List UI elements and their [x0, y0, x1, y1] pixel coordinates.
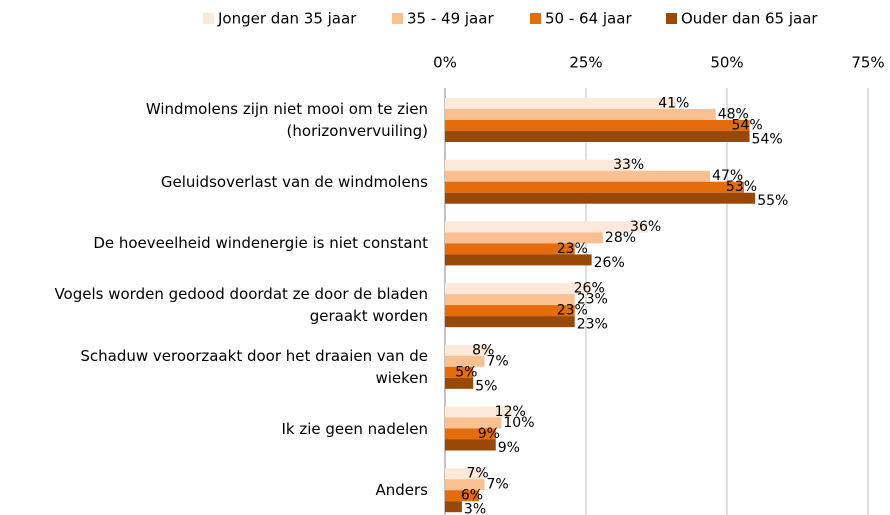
value-label: 5%	[455, 364, 477, 380]
legend-label: 50 - 64 jaar	[545, 10, 632, 28]
x-tick-label: 25%	[569, 54, 602, 72]
value-label: 10%	[503, 415, 534, 431]
bar	[445, 283, 592, 295]
value-label: 23%	[557, 241, 588, 257]
value-label: 5%	[475, 378, 497, 394]
bar	[445, 98, 677, 109]
value-label: 33%	[613, 157, 644, 173]
bar	[445, 120, 750, 131]
value-label: 12%	[495, 404, 526, 420]
value-label: 7%	[486, 477, 508, 493]
value-label: 36%	[630, 219, 661, 235]
bar	[445, 109, 716, 120]
bar	[445, 377, 474, 389]
value-label: 7%	[466, 466, 488, 482]
legend-swatch	[666, 13, 677, 24]
value-label: 53%	[726, 179, 757, 195]
bar	[445, 439, 496, 451]
x-tick-label: 50%	[710, 54, 743, 72]
legend-swatch	[392, 13, 403, 24]
bar	[445, 417, 502, 429]
value-label: 41%	[658, 96, 689, 112]
bar	[445, 131, 750, 142]
legend-swatch	[530, 13, 541, 24]
bar	[445, 192, 756, 204]
bar	[445, 181, 744, 193]
bar	[445, 159, 632, 171]
value-label: 55%	[757, 193, 788, 209]
bar	[445, 254, 592, 266]
value-label: 47%	[712, 168, 743, 184]
y-tick-label: De hoeveelheid windenergie is niet const…	[93, 234, 428, 253]
bar	[445, 344, 491, 356]
bar	[445, 243, 575, 255]
legend-label: 35 - 49 jaar	[407, 10, 494, 28]
bar	[445, 468, 485, 480]
value-label: 9%	[478, 426, 500, 442]
y-tick-label: Ik zie geen nadelen	[281, 419, 428, 438]
x-tick-label: 0%	[433, 54, 457, 72]
bar	[445, 490, 479, 502]
value-label: 3%	[464, 502, 486, 515]
value-label: 48%	[718, 107, 749, 123]
y-tick-label: Anders	[375, 481, 429, 500]
bar	[445, 170, 711, 182]
value-label: 9%	[498, 440, 520, 456]
x-tick-label: 75%	[851, 54, 884, 72]
value-label: 28%	[605, 230, 636, 246]
y-tick-label: Schaduw veroorzaakt door het draaien van…	[80, 346, 428, 387]
value-label: 26%	[574, 281, 605, 297]
bar	[445, 366, 474, 378]
y-tick-label: Geluidsoverlast van de windmolens	[160, 172, 428, 191]
value-label: 54%	[732, 118, 763, 134]
legend-swatch	[203, 13, 214, 24]
bar	[445, 232, 603, 244]
legend-label: Ouder dan 65 jaar	[681, 10, 818, 28]
value-label: 23%	[557, 303, 588, 319]
bar	[445, 294, 575, 306]
y-tick-label: Vogels worden gedood doordat ze door de …	[54, 285, 428, 326]
value-label: 6%	[461, 488, 483, 504]
value-label: 7%	[486, 353, 508, 369]
bar	[445, 406, 513, 418]
value-label: 54%	[752, 132, 783, 148]
bar	[445, 501, 462, 513]
bar	[445, 316, 575, 328]
bar	[445, 355, 485, 367]
y-tick-label: Windmolens zijn niet mooi om te zien (ho…	[145, 100, 428, 140]
value-label: 26%	[594, 255, 625, 271]
legend-label: Jonger dan 35 jaar	[217, 10, 357, 28]
bar	[445, 221, 649, 233]
bar	[445, 479, 485, 491]
bar	[445, 305, 575, 317]
value-label: 23%	[577, 317, 608, 333]
value-label: 8%	[472, 342, 494, 358]
value-label: 23%	[577, 292, 608, 308]
bar	[445, 428, 496, 440]
